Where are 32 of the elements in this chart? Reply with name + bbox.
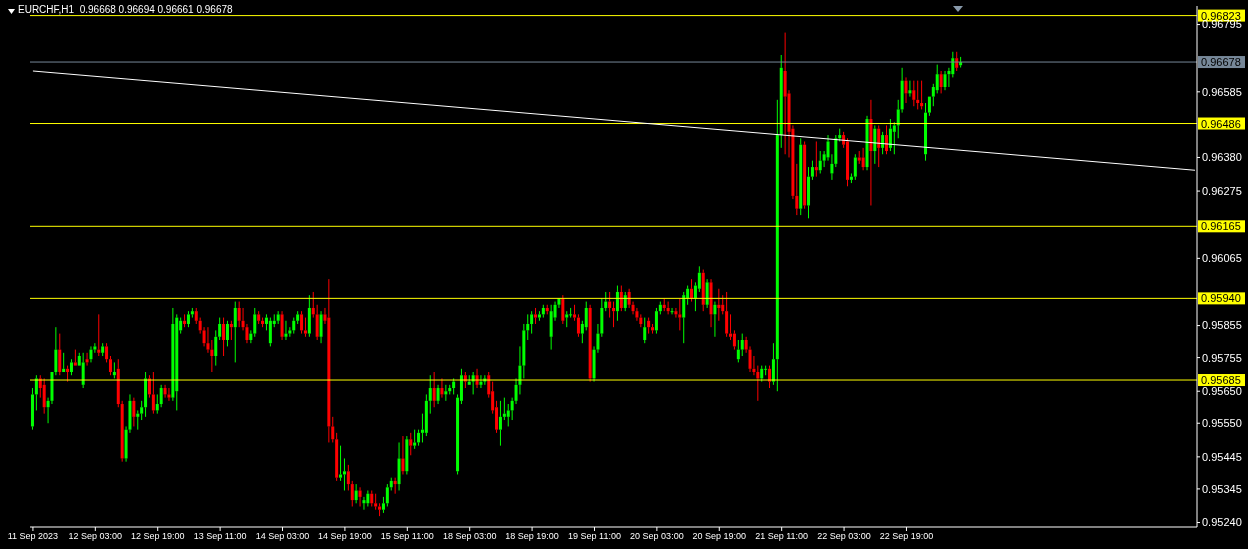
- y-tick-label: 0.96585: [1202, 85, 1242, 98]
- y-tick-label: 0.95550: [1202, 417, 1242, 430]
- chart-title: EURCHF,H1 0.96668 0.96694 0.96661 0.96678: [18, 4, 233, 15]
- ref-line-label: 0.95685: [1201, 374, 1241, 387]
- y-tick-label: 0.96275: [1202, 184, 1242, 197]
- x-tick-label: 12 Sep 19:00: [130, 531, 185, 542]
- y-tick-label: 0.95855: [1202, 319, 1242, 332]
- x-tick-label: 18 Sep 19:00: [505, 531, 559, 542]
- x-tick-label: 18 Sep 03:00: [442, 531, 497, 542]
- ref-line-label: 0.96678: [1201, 56, 1241, 69]
- y-tick-label: 0.96380: [1202, 151, 1242, 164]
- y-tick-label: 0.95445: [1202, 450, 1242, 463]
- y-tick-label: 0.95755: [1202, 351, 1242, 364]
- x-tick-label: 12 Sep 03:00: [68, 531, 123, 542]
- y-tick-label: 0.95345: [1202, 482, 1242, 495]
- x-tick-label: 13 Sep 11:00: [193, 531, 247, 542]
- ref-line-label: 0.95940: [1201, 292, 1241, 305]
- x-tick-label: 15 Sep 11:00: [380, 531, 434, 542]
- x-tick-label: 20 Sep 03:00: [630, 531, 684, 542]
- y-tick-label: 0.95650: [1202, 385, 1242, 398]
- ref-line-label: 0.96486: [1201, 117, 1241, 130]
- x-tick-label: 11 Sep 2023: [7, 531, 59, 542]
- ref-line-label: 0.96165: [1201, 220, 1241, 233]
- x-tick-label: 21 Sep 11:00: [755, 531, 809, 542]
- y-tick-label: 0.95240: [1202, 516, 1242, 529]
- x-tick-label: 20 Sep 19:00: [692, 531, 747, 542]
- x-tick-label: 22 Sep 19:00: [879, 531, 934, 542]
- x-tick-label: 14 Sep 03:00: [255, 531, 310, 542]
- x-tick-label: 19 Sep 11:00: [568, 531, 621, 542]
- y-tick-label: 0.96065: [1202, 252, 1242, 265]
- x-tick-label: 22 Sep 03:00: [817, 531, 871, 542]
- x-tick-label: 14 Sep 19:00: [318, 531, 372, 542]
